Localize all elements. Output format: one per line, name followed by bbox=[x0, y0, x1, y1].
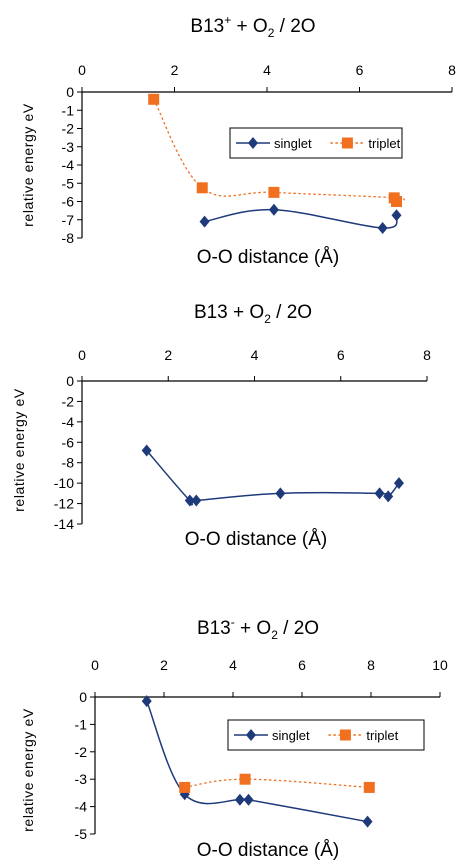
x-tick-label: 2 bbox=[160, 657, 168, 673]
y-tick-label: -5 bbox=[62, 175, 75, 191]
y-tick-label: -6 bbox=[62, 434, 75, 450]
x-tick-label: 6 bbox=[298, 657, 306, 673]
y-tick-label: -4 bbox=[62, 414, 75, 430]
chart-title: B13 + O2 / 2O bbox=[194, 302, 312, 326]
y-tick-label: -2 bbox=[62, 121, 75, 137]
x-tick-label: 8 bbox=[423, 347, 431, 363]
x-tick-label: 10 bbox=[432, 657, 448, 673]
y-tick-label: -3 bbox=[75, 771, 88, 787]
chart-3: B13- + O2 / 2O 0 2 4 6 8 10 0 -1 -2 -3 -4 -5 O-O dist… bbox=[20, 615, 448, 861]
y-tick-label: 0 bbox=[79, 689, 87, 705]
data-point-singlet bbox=[234, 793, 245, 806]
y-tick-label: -7 bbox=[62, 212, 75, 228]
data-point-singlet bbox=[141, 695, 152, 708]
data-point-triplet bbox=[363, 781, 375, 793]
data-point-singlet bbox=[377, 221, 388, 234]
y-tick-label: -8 bbox=[62, 230, 75, 246]
chart-2: B13 + O2 / 2O 0 2 4 6 8 0 -2 -4 -6 -8 -10 -12 -14 O-O … bbox=[11, 302, 431, 550]
y-axis-label: relative energy eV bbox=[20, 708, 36, 832]
y-tick-label: -14 bbox=[54, 516, 74, 532]
x-tick-label: 6 bbox=[337, 347, 345, 363]
y-tick-label: -1 bbox=[62, 102, 75, 118]
y-tick-label: -4 bbox=[62, 157, 75, 173]
x-tick-label: 4 bbox=[263, 62, 271, 78]
x-tick-label: 0 bbox=[78, 347, 86, 363]
x-tick-label: 8 bbox=[367, 657, 375, 673]
y-tick-label: 0 bbox=[66, 373, 74, 389]
data-point-triplet bbox=[148, 93, 160, 105]
y-tick-label: -6 bbox=[62, 194, 75, 210]
x-axis-label: O-O distance (Å) bbox=[197, 840, 340, 861]
y-axis-label: relative energy eV bbox=[20, 103, 36, 227]
data-point-singlet bbox=[268, 203, 279, 216]
data-point-triplet bbox=[391, 196, 402, 207]
y-axis-label: relative energy eV bbox=[11, 388, 27, 512]
data-point-series bbox=[393, 477, 404, 490]
y-tick-label: 0 bbox=[66, 84, 74, 100]
data-point-series bbox=[374, 487, 385, 500]
chart-title: B13- + O2 / 2O bbox=[197, 615, 319, 642]
data-point-triplet bbox=[268, 186, 280, 198]
x-tick-label: 0 bbox=[91, 657, 99, 673]
legend-marker-singlet bbox=[248, 137, 258, 149]
y-tick-label: -2 bbox=[75, 744, 88, 760]
data-point-singlet bbox=[243, 793, 254, 806]
data-point-series bbox=[191, 494, 202, 507]
x-axis-label: O-O distance (Å) bbox=[197, 247, 340, 268]
data-point-singlet bbox=[199, 215, 210, 228]
data-point-triplet bbox=[239, 773, 251, 785]
x-tick-label: 2 bbox=[164, 347, 172, 363]
legend-marker-triplet bbox=[341, 137, 353, 149]
y-tick-label: -12 bbox=[54, 496, 74, 512]
y-tick-label: -10 bbox=[54, 475, 74, 491]
data-point-singlet bbox=[362, 815, 373, 828]
data-point-series bbox=[141, 444, 152, 457]
data-point-series bbox=[383, 490, 394, 503]
legend-marker-triplet bbox=[339, 729, 351, 741]
data-point-series bbox=[275, 487, 286, 500]
y-tick-label: -5 bbox=[75, 826, 88, 842]
x-axis-label: O-O distance (Å) bbox=[185, 529, 328, 550]
legend-label-triplet: triplet bbox=[368, 136, 400, 151]
x-tick-label: 4 bbox=[251, 347, 259, 363]
legend-label-triplet: triplet bbox=[366, 728, 398, 743]
legend-marker-singlet bbox=[246, 729, 256, 741]
series-line-triplet bbox=[184, 778, 370, 789]
y-tick-label: -3 bbox=[62, 139, 75, 155]
x-tick-label: 4 bbox=[229, 657, 237, 673]
y-tick-label: -2 bbox=[62, 393, 75, 409]
legend-label-singlet: singlet bbox=[272, 728, 310, 743]
data-point-singlet bbox=[391, 209, 402, 222]
series-line-singlet bbox=[204, 208, 398, 229]
y-tick-label: -1 bbox=[75, 716, 88, 732]
data-point-series bbox=[184, 494, 195, 507]
x-tick-label: 0 bbox=[78, 62, 86, 78]
chart-title: B13+ + O2 / 2O bbox=[190, 13, 315, 40]
data-point-triplet bbox=[179, 781, 191, 793]
chart-1: B13+ + O2 / 2O 0 2 4 6 8 0 -1 -2 -3 -4 -5 -6 -7 -8 O-O … bbox=[20, 13, 456, 268]
series-line-series bbox=[146, 449, 400, 506]
data-point-triplet bbox=[196, 182, 208, 194]
x-tick-label: 6 bbox=[356, 62, 364, 78]
y-tick-label: -4 bbox=[75, 799, 88, 815]
x-tick-label: 8 bbox=[448, 62, 456, 78]
legend-label-singlet: singlet bbox=[274, 136, 312, 151]
y-tick-label: -8 bbox=[62, 455, 75, 471]
x-tick-label: 2 bbox=[171, 62, 179, 78]
series-line-singlet bbox=[146, 700, 368, 823]
